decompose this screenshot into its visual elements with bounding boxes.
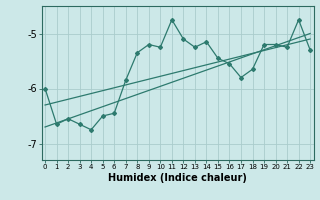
X-axis label: Humidex (Indice chaleur): Humidex (Indice chaleur) bbox=[108, 173, 247, 183]
